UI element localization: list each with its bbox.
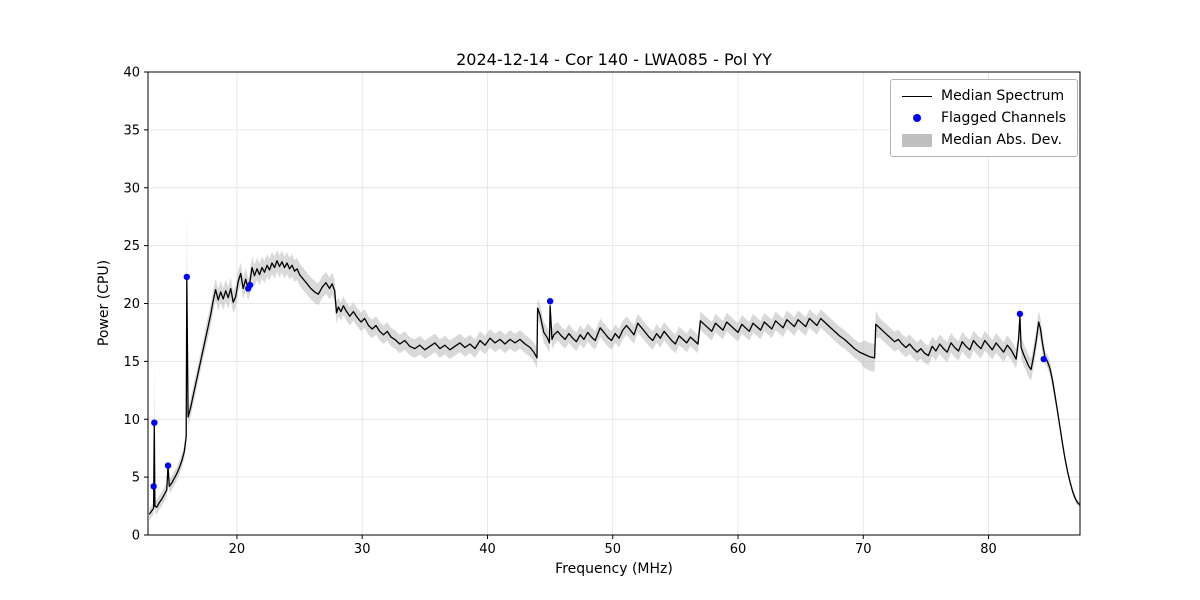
x-tick-label: 50 [604, 542, 621, 557]
y-tick-label: 40 [123, 66, 140, 81]
x-tick-label: 30 [354, 542, 371, 557]
dot-swatch-icon [912, 114, 921, 122]
band-swatch-wrap [901, 133, 932, 147]
flagged-channel-point [164, 462, 172, 469]
legend-label-median-spectrum: Median Spectrum [940, 88, 1065, 104]
legend-item-median-spectrum: Median Spectrum [901, 88, 1066, 104]
flagged-channel-point [151, 419, 158, 426]
chart-title: 2024-12-14 - Cor 140 - LWA085 - Pol YY [456, 50, 772, 69]
y-axis-label: Power (CPU) [96, 259, 112, 347]
x-tick-label: 80 [980, 542, 997, 557]
y-tick-label: 0 [132, 529, 140, 544]
legend-label-flagged-channels: Flagged Channels [940, 110, 1066, 126]
y-tick-label: 15 [123, 355, 140, 370]
x-tick-label: 20 [229, 542, 246, 557]
mad-band [149, 210, 1081, 520]
y-tick-label: 20 [123, 297, 140, 312]
flagged-channel-point [183, 273, 190, 281]
band-swatch-icon [901, 133, 932, 147]
y-tick-label: 35 [123, 123, 140, 138]
dot-swatch-wrap [902, 114, 932, 122]
x-axis-label: Frequency (MHz) [555, 561, 673, 577]
line-swatch-icon [901, 95, 932, 97]
x-tick-label: 70 [855, 542, 872, 557]
flagged-channel-point [1016, 310, 1024, 318]
legend: Median Spectrum Flagged Channels Median … [889, 79, 1078, 157]
y-tick-label: 10 [123, 413, 140, 428]
legend-item-flagged-channels: Flagged Channels [902, 110, 1066, 126]
line-swatch-wrap [901, 95, 932, 97]
y-tick-label: 5 [132, 471, 140, 486]
flagged-channel-point [246, 281, 254, 289]
legend-item-median-abs-dev: Median Abs. Dev. [901, 132, 1066, 148]
y-tick-label: 25 [123, 239, 140, 254]
y-tick-label: 30 [123, 181, 140, 196]
median-spectrum-line [148, 260, 1081, 515]
x-tick-label: 60 [730, 542, 747, 557]
flagged-channel-point [150, 483, 157, 490]
x-tick-label: 40 [479, 542, 496, 557]
flagged-channel-point [1040, 355, 1047, 363]
legend-label-median-abs-dev: Median Abs. Dev. [940, 132, 1063, 148]
flagged-channel-point [546, 298, 554, 305]
